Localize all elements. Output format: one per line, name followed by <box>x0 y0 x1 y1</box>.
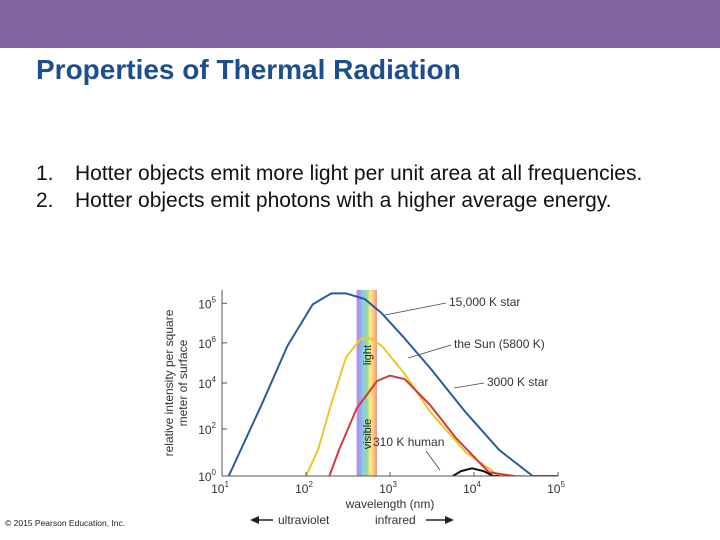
x-tick-exponent: 4 <box>476 480 481 489</box>
property-item: 2. Hotter objects emit photons with a hi… <box>36 187 676 214</box>
series-line <box>328 374 515 476</box>
item-number: 2. <box>36 189 54 212</box>
x-tick-label: 102 <box>295 480 313 496</box>
light-label: light <box>362 345 374 365</box>
x-tick-label: 104 <box>463 480 481 496</box>
x-tick-exponent: 3 <box>392 480 397 489</box>
ir-arrowhead <box>445 516 454 524</box>
y-tick-label: 105 <box>198 295 216 311</box>
x-tick-exponent: 2 <box>308 480 313 489</box>
x-tick-label: 103 <box>379 480 397 496</box>
infrared-label: infrared <box>375 513 416 527</box>
header-bar <box>0 0 720 48</box>
series-line <box>452 467 500 476</box>
property-item: 1. Hotter objects emit more light per un… <box>36 160 676 187</box>
series-leader-line <box>453 382 485 389</box>
series-leader-line <box>407 344 452 359</box>
y-tick-label: 106 <box>198 335 216 351</box>
series-label: 3000 K star <box>487 375 548 389</box>
y-axis-label: meter of surface <box>176 339 190 426</box>
series-label: 310 K human <box>373 435 444 449</box>
slide-title: Properties of Thermal Radiation <box>36 54 461 85</box>
uv-arrowhead <box>250 516 259 524</box>
y-tick-exponent: 4 <box>212 375 217 384</box>
series-label: 15,000 K star <box>449 295 520 309</box>
visible-label: visible <box>362 419 374 450</box>
item-text: Hotter objects emit more light per unit … <box>75 162 643 185</box>
item-number: 1. <box>36 162 54 185</box>
x-axis-label: wavelength (nm) <box>345 497 435 511</box>
y-tick-exponent: 0 <box>212 468 217 477</box>
series-label: the Sun (5800 K) <box>454 337 545 351</box>
x-tick-exponent: 1 <box>224 480 229 489</box>
x-tick-label: 105 <box>547 480 565 496</box>
x-tick-exponent: 5 <box>560 480 565 489</box>
x-tick-label: 101 <box>211 480 229 496</box>
copyright-note: © 2015 Pearson Education, Inc. <box>5 518 126 528</box>
ultraviolet-label: ultraviolet <box>278 513 330 527</box>
y-tick-label: 104 <box>198 375 216 391</box>
series-leader-line <box>425 450 441 471</box>
y-tick-exponent: 6 <box>212 335 217 344</box>
series-line <box>305 337 525 476</box>
y-tick-exponent: 2 <box>212 421 217 430</box>
property-list: 1. Hotter objects emit more light per un… <box>36 160 676 214</box>
series-line <box>227 292 558 476</box>
y-tick-exponent: 5 <box>212 295 217 304</box>
y-tick-label: 102 <box>198 421 216 437</box>
item-text: Hotter objects emit photons with a highe… <box>75 189 612 212</box>
visible-band <box>356 290 377 476</box>
y-axis-label: relative intensity per square <box>162 309 176 456</box>
series-leader-line <box>384 302 447 316</box>
